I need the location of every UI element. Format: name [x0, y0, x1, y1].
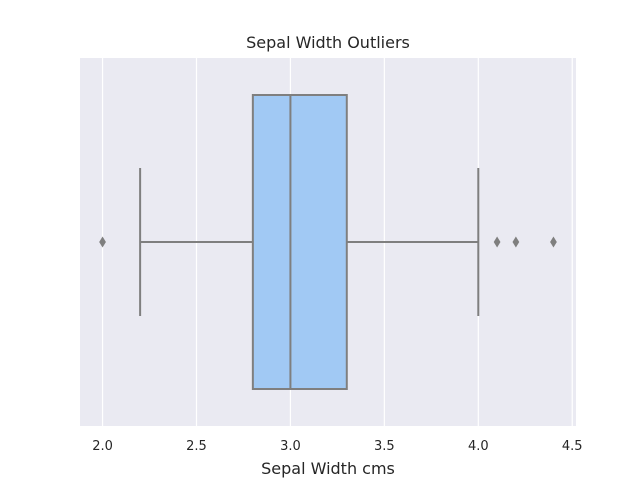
x-tick-label: 3.5	[374, 439, 395, 454]
iqr-box	[251, 94, 348, 390]
x-tick-label: 2.5	[186, 439, 207, 454]
outlier-point	[99, 236, 106, 248]
x-axis-label: Sepal Width cms	[261, 459, 395, 478]
outlier-point	[550, 236, 557, 248]
x-tick-label: 4.0	[468, 439, 489, 454]
chart-title: Sepal Width Outliers	[246, 33, 410, 52]
outlier-point	[493, 236, 501, 248]
x-tick-label: 2.0	[92, 439, 113, 454]
x-axis-ticks: 2.0 2.5 3.0 3.5 4.0 4.5	[92, 439, 582, 454]
x-tick-label: 3.0	[280, 439, 301, 454]
x-tick-label: 4.5	[562, 439, 583, 454]
outlier-point	[512, 236, 520, 248]
box-plot	[99, 94, 557, 390]
